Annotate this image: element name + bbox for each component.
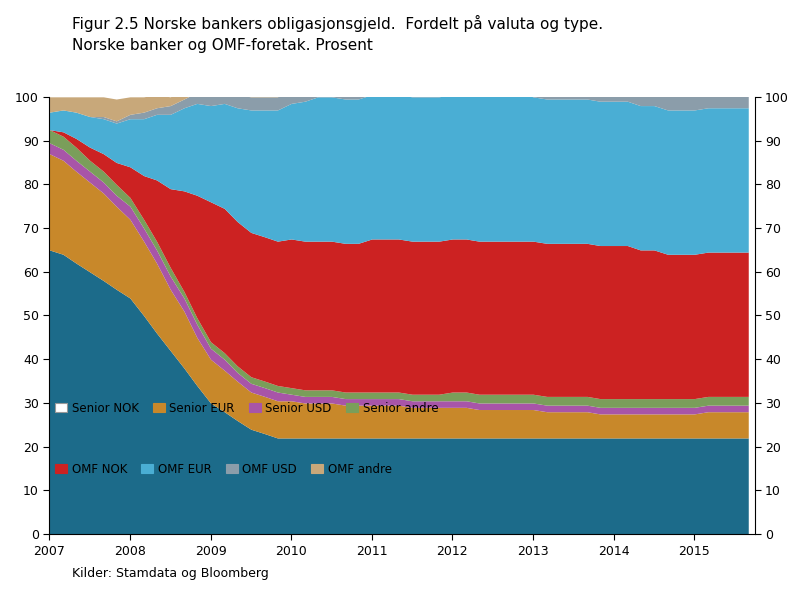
Text: Norske banker og OMF-foretak. Prosent: Norske banker og OMF-foretak. Prosent [72, 38, 373, 53]
Text: Kilder: Stamdata og Bloomberg: Kilder: Stamdata og Bloomberg [72, 567, 269, 580]
Legend: OMF NOK, OMF EUR, OMF USD, OMF andre: OMF NOK, OMF EUR, OMF USD, OMF andre [55, 463, 391, 476]
Text: Figur 2.5 Norske bankers obligasjonsgjeld.  Fordelt på valuta og type.: Figur 2.5 Norske bankers obligasjonsgjel… [72, 15, 603, 32]
